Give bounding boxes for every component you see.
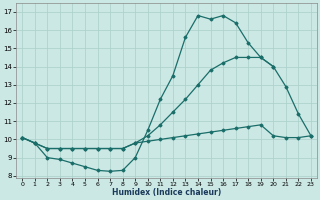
- X-axis label: Humidex (Indice chaleur): Humidex (Indice chaleur): [112, 188, 221, 197]
